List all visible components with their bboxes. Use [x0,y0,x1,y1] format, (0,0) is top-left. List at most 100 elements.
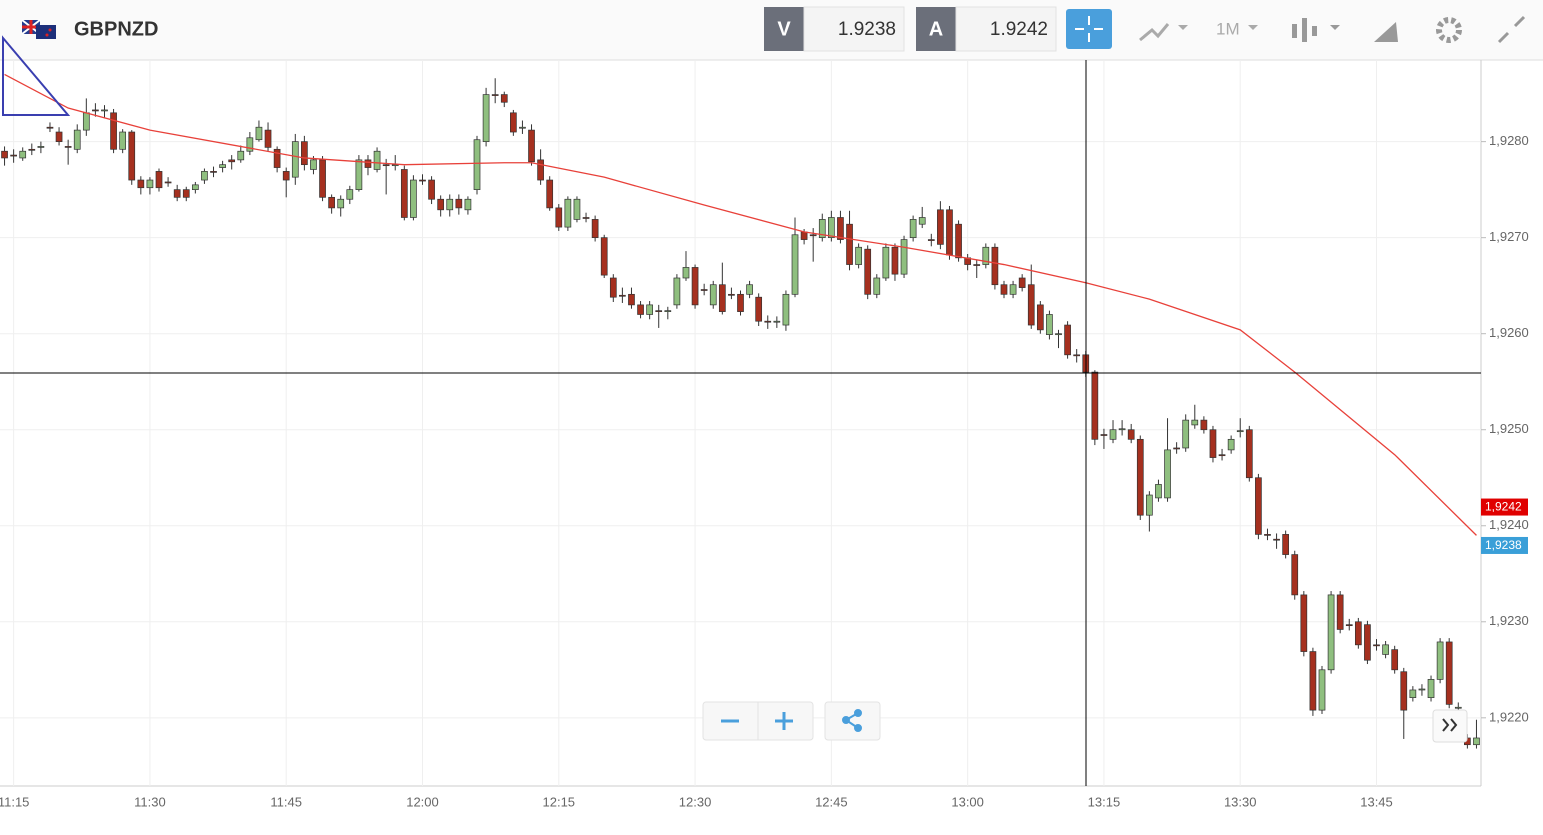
candle-body [291,141,299,178]
candle-body [37,146,45,148]
candle-body [146,179,154,189]
candle-body [419,179,426,182]
candle-body [1027,284,1035,326]
candle-body [1000,284,1008,295]
candle-body [1146,494,1153,516]
candle-body [991,246,999,286]
candle-body [310,159,317,170]
candle-body [46,126,54,129]
candle-body [1055,333,1062,336]
price-tag [1481,498,1528,516]
candle-body [918,217,926,225]
candle-body [809,234,817,237]
x-tick-label: 12:30 [679,794,712,809]
candle-body [1327,594,1335,671]
candle-body [1282,534,1290,555]
candle-button[interactable] [1292,18,1340,42]
share-icon [842,709,862,732]
candle-body [1345,624,1353,627]
candle-body [600,237,608,276]
x-tick-label: 11:45 [270,794,302,809]
candle-body [619,294,626,297]
candle-body [119,131,127,150]
candle-body [646,304,653,315]
candle-body [328,196,335,209]
candle-body [73,129,81,150]
candle-body [837,217,844,240]
candle-body [1273,538,1280,541]
candle-body [1364,624,1371,661]
candle-body [700,289,708,291]
y-tick-label: 1,9220 [1489,709,1529,724]
candle-body [1218,454,1226,457]
candle-body [1373,644,1380,647]
candle-body [682,267,690,279]
collapse-button[interactable] [1497,15,1526,44]
candle-body [946,209,953,256]
candle-body [82,112,90,131]
flag [21,19,56,39]
candle-body [128,131,136,181]
candle-body [764,320,772,323]
candle-body [528,129,535,163]
y-tick-label: 1,9230 [1489,613,1529,628]
share-button[interactable] [824,701,881,741]
candle-body [164,181,172,184]
candle-body [1109,429,1117,440]
candle-body [937,209,944,245]
buy-price-box[interactable] [955,6,1057,52]
x-tick-label: 12:45 [815,794,848,809]
candle-body [264,129,272,148]
candle-body [564,198,572,228]
sell-button[interactable] [764,7,804,51]
candle-body [337,198,345,209]
candle-body [182,189,190,198]
crosshair-button[interactable] [1066,9,1112,49]
candle-body [873,277,881,295]
y-tick-label: 1,9280 [1489,133,1529,148]
candle-body [1354,621,1362,646]
candle-body [1264,534,1271,536]
candle-body [1336,594,1344,630]
x-tick-label: 13:30 [1224,794,1257,809]
candle-body [1227,438,1235,451]
candle-body [464,198,472,211]
candle-body [210,171,217,173]
candle-body [782,293,790,326]
candle-body [1309,651,1317,711]
candle-body [891,246,899,275]
candle-body [673,277,681,306]
candle-body [1255,477,1262,535]
price-tag [1481,536,1528,554]
candle-body [1245,429,1253,479]
candle-body [655,310,663,312]
candle-body [1200,419,1208,431]
candle-body [955,223,962,259]
candle-body [846,223,853,265]
candle-body [237,150,245,161]
chart-type-button[interactable] [1139,23,1188,42]
candle-body [1155,484,1162,499]
timeframe[interactable]: 1M [1216,19,1240,38]
moving-average [4,73,1477,536]
candle-body [510,112,517,133]
scroll-button[interactable] [1432,709,1468,743]
candle-body [201,171,208,181]
buy-button[interactable] [916,7,956,51]
candle-body [55,131,63,142]
candle-body [855,246,862,265]
candle-body [1127,429,1135,440]
candle-body [718,284,726,312]
sell-price-box[interactable] [803,6,905,52]
candle-body [1473,737,1480,746]
candle-body [927,239,935,241]
candle-body [1291,554,1299,596]
candle-body [355,159,363,190]
candle-body [10,154,17,157]
zoom-in[interactable] [775,712,793,730]
candle-body [473,139,481,190]
candle-body [1427,679,1435,699]
drawing-button[interactable] [1374,22,1398,42]
candle-body [373,150,381,170]
settings-button[interactable] [1436,17,1462,43]
